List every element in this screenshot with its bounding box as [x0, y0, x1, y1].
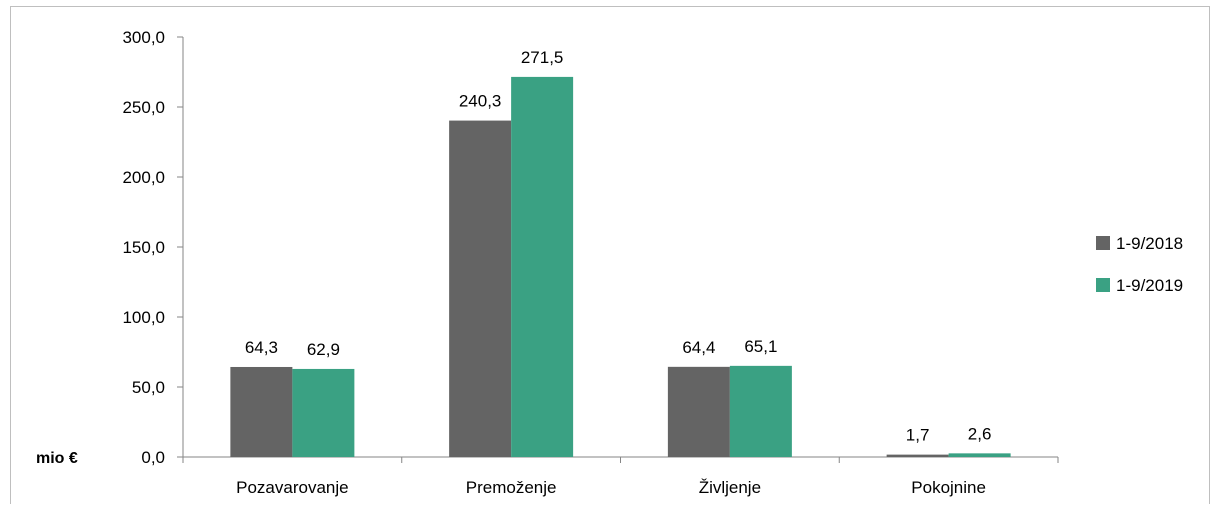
data-label: 62,9 — [307, 340, 340, 359]
x-category-label: Pokojnine — [911, 478, 986, 497]
legend-label: 1-9/2019 — [1116, 276, 1183, 295]
y-unit-label: mio € — [36, 450, 78, 467]
bar-192018-0 — [230, 366, 293, 457]
y-tick-label: 100,0 — [122, 308, 165, 327]
data-label: 65,1 — [744, 337, 777, 356]
legend-label: 1-9/2018 — [1116, 234, 1183, 253]
bar-192019-1 — [511, 76, 574, 458]
data-label: 271,5 — [521, 48, 564, 67]
data-label: 1,7 — [906, 426, 930, 445]
bar-192019-0 — [292, 368, 355, 457]
data-label: 64,3 — [245, 338, 278, 357]
y-tick-label: 200,0 — [122, 168, 165, 187]
data-label: 240,3 — [459, 92, 502, 111]
y-tick-label: 250,0 — [122, 98, 165, 117]
data-label: 64,4 — [682, 338, 715, 357]
y-tick-label: 300,0 — [122, 28, 165, 47]
x-category-label: Premoženje — [466, 478, 557, 497]
y-tick-label: 50,0 — [132, 378, 165, 397]
legend-swatch — [1096, 236, 1110, 250]
bar-192018-3 — [886, 454, 949, 457]
bar-192018-2 — [667, 366, 730, 457]
x-category-label: Pozavarovanje — [236, 478, 348, 497]
bar-192019-2 — [729, 365, 792, 457]
y-tick-label: 0,0 — [141, 448, 165, 467]
bar-192018-1 — [449, 120, 512, 457]
legend-swatch — [1096, 278, 1110, 292]
x-category-label: Življenje — [699, 478, 761, 497]
data-label: 2,6 — [968, 424, 992, 443]
chart-frame — [10, 6, 1210, 504]
bar-192019-3 — [948, 453, 1011, 457]
y-tick-label: 150,0 — [122, 238, 165, 257]
